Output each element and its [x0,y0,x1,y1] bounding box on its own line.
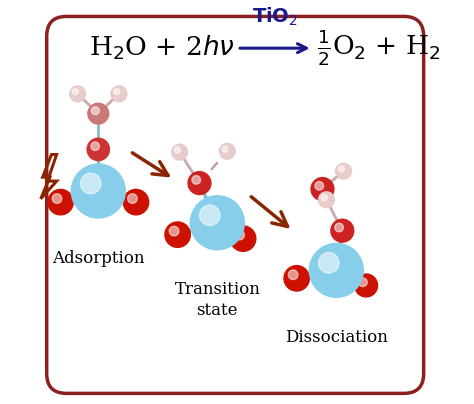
Circle shape [174,147,181,153]
Text: H$_2$O + 2$h\nu$: H$_2$O + 2$h\nu$ [89,34,235,63]
Circle shape [355,274,378,297]
Circle shape [310,243,364,297]
Text: TiO$_2$: TiO$_2$ [252,5,298,27]
Circle shape [230,226,256,251]
Circle shape [311,178,334,200]
Circle shape [284,265,310,291]
Text: Transition
state: Transition state [174,282,260,320]
Circle shape [169,226,179,236]
Circle shape [331,219,354,242]
Circle shape [48,189,73,215]
Circle shape [71,164,125,218]
Text: Dissociation: Dissociation [285,329,388,346]
Text: Adsorption: Adsorption [52,250,145,267]
Circle shape [319,192,334,208]
Circle shape [219,143,235,159]
Circle shape [319,252,339,273]
Circle shape [165,222,191,247]
Circle shape [321,194,327,200]
Text: $\frac{1}{2}$O$_2$ + H$_2$: $\frac{1}{2}$O$_2$ + H$_2$ [317,28,440,68]
Circle shape [200,205,220,225]
Circle shape [123,189,149,215]
Circle shape [288,270,298,280]
Circle shape [52,194,62,203]
Circle shape [192,176,201,184]
Circle shape [235,230,245,240]
Circle shape [111,86,127,102]
Circle shape [191,196,244,250]
Circle shape [91,142,100,150]
Circle shape [358,278,367,286]
Circle shape [172,144,188,160]
Circle shape [188,172,211,194]
Circle shape [315,181,324,190]
Circle shape [338,166,344,172]
FancyBboxPatch shape [47,17,424,393]
Circle shape [70,86,86,102]
Circle shape [128,194,137,203]
Circle shape [91,107,100,115]
Circle shape [81,173,101,194]
Circle shape [87,138,109,160]
Circle shape [336,163,351,179]
Circle shape [222,146,228,152]
Circle shape [335,223,344,232]
Circle shape [73,88,78,95]
Circle shape [88,103,109,124]
Circle shape [114,88,120,95]
